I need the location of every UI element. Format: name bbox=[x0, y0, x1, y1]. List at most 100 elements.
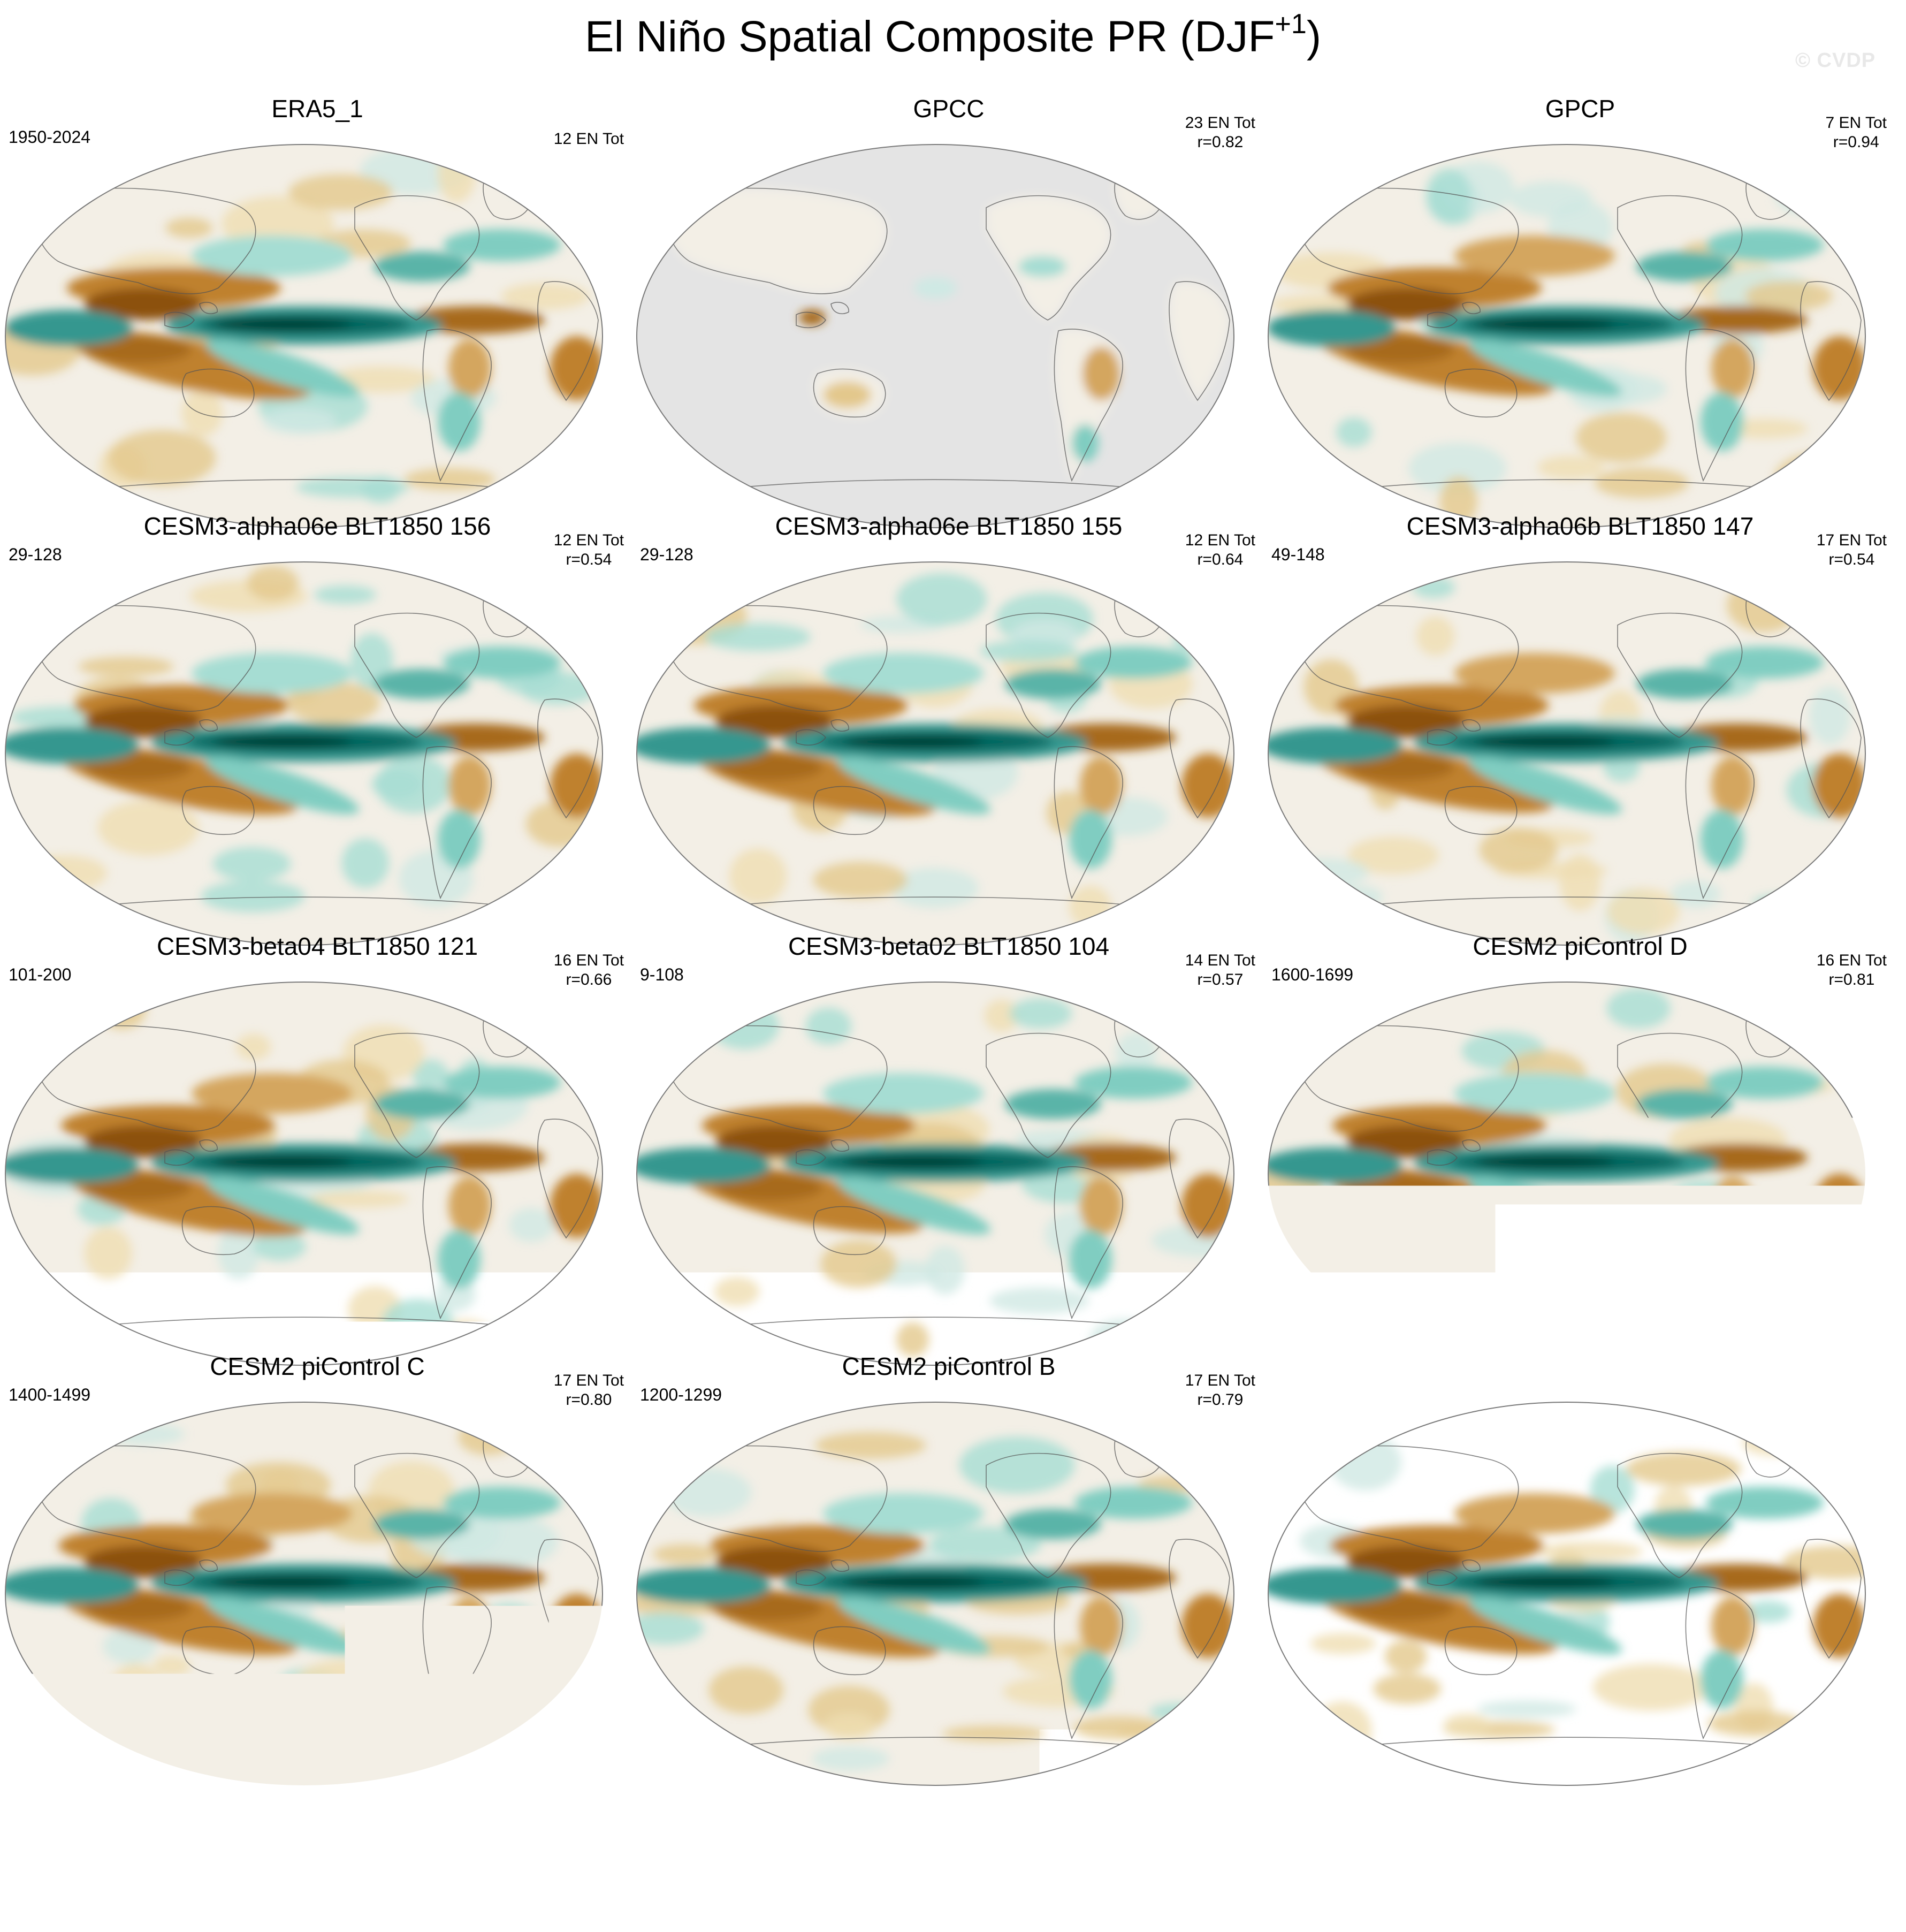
anomaly-patch bbox=[201, 880, 305, 912]
anomaly-patch bbox=[165, 218, 212, 238]
colorbar-tick-label: -1 bbox=[613, 1841, 641, 1877]
anomaly-patch bbox=[980, 640, 1078, 662]
anomaly-patch bbox=[1426, 168, 1472, 223]
anomaly-patch bbox=[1170, 885, 1210, 911]
map-panel: CESM2 piControl C 1400-1499 17 EN Tot r=0.8… bbox=[0, 1354, 635, 1777]
anomaly-wet-indian bbox=[636, 727, 771, 764]
colorbar-swatch bbox=[499, 1810, 563, 1840]
map-panel: CESM2 piControl D 1600-1699 16 EN Tot r=0.8… bbox=[1263, 934, 1897, 1357]
anomaly-wet-us-south bbox=[1018, 256, 1066, 277]
anomaly-patch bbox=[1759, 165, 1852, 188]
anomaly-patch bbox=[404, 468, 495, 490]
anomaly-dry-southern-africa bbox=[550, 1594, 604, 1658]
anomaly-wet-peak bbox=[1476, 318, 1615, 330]
anomaly-north-pacific bbox=[823, 1493, 984, 1534]
anomaly-wet-peak bbox=[213, 1576, 352, 1588]
anomaly-patch bbox=[530, 474, 576, 511]
anomaly-patch bbox=[1310, 1633, 1376, 1654]
anomaly-patch bbox=[1267, 584, 1336, 633]
colorbar-swatch bbox=[1077, 1810, 1141, 1840]
colorbar-tick-label: .25 bbox=[1055, 1841, 1099, 1877]
panel-title: GPCC bbox=[631, 96, 1266, 121]
anomaly-wet-indian bbox=[4, 727, 139, 764]
anomaly-patch bbox=[989, 1288, 1089, 1314]
event-count: 23 EN Tot bbox=[1185, 113, 1255, 133]
event-count: 14 EN Tot bbox=[1185, 951, 1255, 970]
panel-title: CESM2 piControl B bbox=[631, 1354, 1266, 1379]
anomaly-patch bbox=[1150, 900, 1211, 931]
anomaly-patch bbox=[262, 408, 337, 434]
anomaly-wet-scatter bbox=[914, 277, 957, 299]
anomaly-patch bbox=[1279, 858, 1369, 887]
anomaly-wet-north-atlantic bbox=[1074, 646, 1192, 679]
anomaly-patch bbox=[1640, 1290, 1740, 1313]
robinson-map bbox=[1267, 1401, 1866, 1786]
anomaly-wet-indian bbox=[1267, 310, 1396, 346]
event-count: 17 EN Tot bbox=[554, 1371, 624, 1390]
anomaly-patch bbox=[1373, 1674, 1441, 1704]
anomaly-patch bbox=[1385, 1640, 1427, 1672]
anomaly-patch bbox=[507, 165, 573, 197]
anomaly-patch bbox=[461, 1714, 505, 1750]
anomaly-patch bbox=[98, 987, 147, 1029]
anomaly-north-pacific bbox=[823, 1073, 984, 1114]
robinson-map bbox=[636, 561, 1235, 946]
event-count: 16 EN Tot bbox=[554, 951, 624, 970]
map-panel: CESM3-beta02 BLT1850 104 9-108 14 EN Tot r=… bbox=[631, 934, 1266, 1357]
anomaly-patch bbox=[1295, 1294, 1402, 1313]
anomaly-wet-us-south bbox=[373, 252, 470, 282]
anomaly-wet-indian bbox=[4, 1147, 139, 1184]
anomaly-patch bbox=[1626, 1452, 1741, 1486]
colorbar-swatch bbox=[1269, 1810, 1333, 1840]
anomaly-wet-north-atlantic bbox=[443, 229, 561, 261]
robinson-map bbox=[4, 1401, 604, 1786]
anomaly-wet-us-south bbox=[373, 669, 470, 699]
anomaly-patch bbox=[22, 855, 107, 891]
anomaly-wet-us-south bbox=[1005, 1509, 1101, 1539]
colorbar-tick-label: .1 bbox=[1000, 1841, 1025, 1877]
colorbar-tick-label: 3 bbox=[1389, 1841, 1406, 1877]
anomaly-patch bbox=[1073, 1716, 1164, 1740]
event-count: 17 EN Tot bbox=[1185, 1371, 1255, 1390]
anomaly-patch bbox=[236, 1034, 271, 1061]
colorbar-tick-label: -.1 bbox=[866, 1841, 902, 1877]
anomaly-patch bbox=[1069, 886, 1111, 927]
anomaly-patch bbox=[519, 672, 597, 705]
cvdp-watermark: © CVDP bbox=[1795, 49, 1875, 72]
robinson-map bbox=[4, 143, 604, 529]
map-panel: GPCP 7 EN Tot r=0.94 bbox=[1263, 96, 1897, 519]
anomaly-patch bbox=[1278, 1232, 1316, 1276]
anomaly-patch bbox=[959, 1436, 1074, 1493]
anomaly-patch bbox=[1286, 564, 1377, 604]
anomaly-patch bbox=[480, 1326, 537, 1349]
anomaly-patch bbox=[1606, 988, 1670, 1029]
map-panel: CESM3-alpha06b BLT1850 147 49-148 17 EN To… bbox=[1263, 514, 1897, 937]
panel-title: CESM3-alpha06e BLT1850 156 bbox=[0, 514, 635, 538]
anomaly-dry-southern-africa bbox=[1813, 754, 1866, 818]
anomaly-dry-amazon bbox=[1082, 347, 1120, 400]
anomaly-patch bbox=[1671, 880, 1720, 907]
colorbar-swatch bbox=[691, 1810, 756, 1840]
robinson-map bbox=[4, 561, 604, 946]
anomaly-patch bbox=[813, 862, 907, 898]
panel-title: ERA5_1 bbox=[0, 96, 635, 121]
anomaly-wet-north-atlantic bbox=[1706, 229, 1824, 261]
anomaly-patch bbox=[729, 848, 787, 904]
anomaly-patch bbox=[108, 430, 216, 486]
panel-title: CESM3-alpha06b BLT1850 147 bbox=[1263, 514, 1897, 538]
robinson-map bbox=[636, 143, 1235, 529]
anomaly-north-pacific bbox=[1454, 1073, 1615, 1114]
colorbar-tick-label: .5 bbox=[1128, 1841, 1154, 1877]
anomaly-wet-indian bbox=[636, 1147, 771, 1184]
anomaly-wet-indian bbox=[636, 1568, 771, 1604]
colorbar-swatch bbox=[306, 1810, 370, 1840]
anomaly-patch bbox=[1607, 888, 1680, 934]
anomaly-patch bbox=[664, 1468, 752, 1516]
anomaly-wet-us-south bbox=[1636, 1089, 1733, 1119]
anomaly-patch bbox=[1576, 413, 1666, 462]
robinson-map bbox=[4, 981, 604, 1366]
colorbar-swatch bbox=[627, 1810, 691, 1840]
colorbar-tick-label: 4 bbox=[1453, 1841, 1470, 1877]
anomaly-dry-southern-africa bbox=[1181, 1174, 1235, 1238]
anomaly-north-pacific bbox=[192, 1493, 352, 1534]
